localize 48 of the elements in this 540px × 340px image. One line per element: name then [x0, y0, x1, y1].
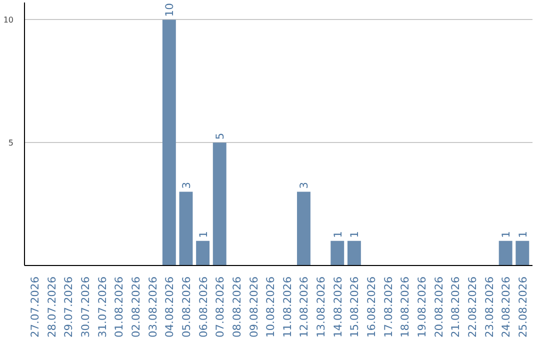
x-tick-label: 25.08.2026	[516, 276, 530, 338]
x-tick-label: 21.08.2026	[449, 276, 462, 338]
x-tick-label: 20.08.2026	[432, 276, 446, 338]
bar	[297, 192, 310, 266]
x-tick-label: 07.08.2026	[214, 276, 227, 338]
bar	[347, 240, 361, 266]
x-tick-label: 18.08.2026	[398, 276, 412, 338]
data-label: 1	[196, 231, 210, 238]
x-tick-label: 19.08.2026	[415, 276, 428, 338]
x-tick-label: 23.08.2026	[482, 276, 496, 338]
data-label: 1	[516, 231, 530, 238]
x-tick-label: 09.08.2026	[247, 276, 260, 338]
x-tick-label: 15.08.2026	[348, 276, 362, 338]
data-label: 5	[214, 132, 227, 140]
x-tick-label: 29.07.2026	[62, 276, 76, 338]
x-tick-label: 12.08.2026	[298, 276, 311, 338]
x-tick-label: 08.08.2026	[230, 276, 244, 338]
x-tick-label: 27.07.2026	[28, 276, 42, 338]
x-tick-label: 31.07.2026	[96, 276, 109, 338]
x-tick-label: 24.08.2026	[500, 276, 513, 338]
bar	[196, 240, 210, 266]
bar	[516, 240, 530, 266]
bar	[330, 240, 344, 266]
x-tick-label: 16.08.2026	[365, 276, 378, 338]
data-label: 3	[298, 182, 311, 189]
x-tick-label: 30.07.2026	[79, 276, 92, 338]
x-tick-label: 28.07.2026	[45, 276, 58, 338]
x-tick-label: 02.08.2026	[130, 276, 143, 338]
x-tick-label: 03.08.2026	[146, 276, 160, 338]
bar	[498, 240, 512, 266]
x-tick-label: 17.08.2026	[382, 276, 395, 338]
bar	[179, 192, 193, 266]
x-tick-label: 14.08.2026	[331, 276, 344, 338]
x-tick-label: 04.08.2026	[163, 276, 176, 338]
x-tick-label: 22.08.2026	[466, 276, 479, 338]
bar	[212, 142, 226, 266]
x-tick-label: 01.08.2026	[112, 276, 126, 338]
data-label: 1	[348, 231, 362, 238]
data-label: 1	[331, 231, 344, 238]
data-label: 3	[180, 182, 193, 189]
x-tick-label: 05.08.2026	[180, 276, 193, 338]
bar	[162, 20, 176, 266]
data-label: 1	[500, 231, 513, 238]
x-tick-label: 13.08.2026	[314, 276, 328, 338]
x-tick-label: 06.08.2026	[196, 276, 210, 338]
x-tick-label: 11.08.2026	[280, 276, 294, 338]
data-label: 10	[163, 2, 176, 17]
x-tick-label: 10.08.2026	[264, 276, 278, 338]
